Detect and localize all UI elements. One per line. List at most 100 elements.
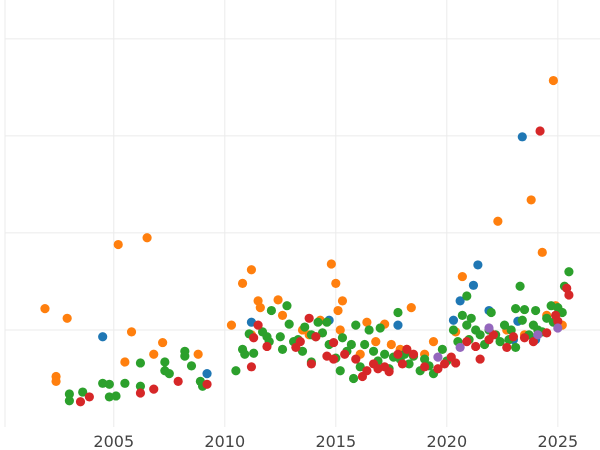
data-point-red-47 [553,316,563,326]
data-point-orange-0 [40,304,50,314]
data-point-green-51 [364,325,374,335]
data-point-orange-23 [331,278,341,288]
data-point-green-61 [404,359,414,369]
data-point-green-54 [375,323,385,333]
data-point-orange-31 [386,339,396,350]
data-point-orange-2 [51,376,61,386]
data-point-red-44 [535,126,545,136]
data-point-green-7 [120,378,130,388]
data-point-orange-8 [149,349,159,359]
data-point-blue-4 [393,320,403,330]
data-point-red-34 [451,358,461,368]
data-point-purple-1 [455,342,465,353]
data-point-green-88 [515,281,525,291]
data-point-green-90 [519,304,530,315]
data-point-blue-7 [468,280,479,290]
data-point-orange-22 [326,259,336,269]
data-point-orange-29 [371,337,381,347]
data-point-orange-43 [526,195,536,205]
data-point-green-89 [517,315,527,325]
data-point-orange-34 [406,303,416,313]
data-point-orange-13 [246,265,257,275]
data-point-green-49 [355,362,365,372]
data-point-red-9 [262,341,272,352]
data-point-green-29 [282,301,292,311]
data-point-green-44 [337,333,348,343]
data-point-purple-2 [484,323,494,333]
x-tick-label-2010: 2010 [204,432,245,450]
data-point-blue-1 [202,369,212,379]
data-point-green-20 [240,349,250,359]
data-point-red-8 [253,320,263,330]
data-point-green-38 [313,317,323,327]
data-point-green-8 [135,358,146,368]
data-point-orange-28 [362,317,372,327]
data-point-red-11 [295,337,305,347]
data-point-red-37 [475,354,485,364]
data-point-red-41 [508,332,519,342]
data-point-blue-0 [98,332,108,342]
data-point-green-73 [462,291,472,301]
data-point-green-2 [78,387,88,397]
data-point-green-47 [351,320,361,330]
x-tick-label-2020: 2020 [426,432,467,450]
data-point-red-7 [249,333,259,343]
data-point-red-21 [362,366,372,376]
data-point-green-71 [457,310,467,320]
x-axis: 2005 2010 2015 2020 2025 [93,432,578,450]
data-point-green-10 [160,357,170,367]
data-point-red-18 [340,349,350,359]
data-point-orange-25 [337,296,348,306]
data-point-blue-11 [517,132,527,142]
data-point-orange-10 [193,349,203,359]
data-point-red-4 [173,376,183,386]
data-point-red-16 [328,354,339,364]
data-point-red-49 [564,290,574,300]
data-point-green-72 [462,320,472,330]
data-point-red-36 [471,341,481,352]
data-point-red-28 [402,344,412,354]
data-point-orange-18 [277,310,288,320]
data-point-green-82 [495,337,505,347]
data-point-red-27 [397,359,408,369]
data-point-green-77 [475,330,485,340]
data-point-green-58 [393,307,403,318]
data-point-red-26 [393,349,403,359]
data-point-green-52 [368,346,379,356]
data-point-green-46 [346,339,356,350]
data-point-purple-4 [553,323,563,333]
data-point-green-30 [284,319,294,329]
data-point-green-5 [104,379,114,389]
data-point-orange-12 [237,278,248,288]
data-point-green-80 [486,307,496,318]
data-point-green-102 [564,267,574,277]
data-point-green-28 [277,344,288,354]
data-point-green-87 [511,304,521,314]
data-point-green-50 [360,339,370,350]
data-point-orange-6 [126,327,137,337]
data-point-orange-4 [113,239,123,250]
data-point-green-48 [348,373,359,384]
data-point-red-40 [502,342,512,353]
data-point-green-18 [231,366,241,376]
data-point-red-0 [75,397,86,407]
data-point-green-14 [180,351,190,361]
data-point-green-43 [335,366,345,376]
data-point-red-35 [462,337,472,347]
data-point-red-39 [488,330,499,340]
data-point-red-31 [433,364,443,374]
data-point-orange-3 [62,313,72,323]
data-point-green-27 [275,332,285,342]
data-point-red-13 [306,359,316,369]
data-point-orange-38 [457,271,467,282]
data-point-red-1 [84,392,94,402]
data-point-green-67 [437,344,447,354]
data-point-green-0 [64,389,74,399]
data-point-green-34 [300,322,310,332]
data-point-green-69 [448,325,459,335]
data-point-green-12 [164,369,174,379]
data-point-green-33 [297,346,308,356]
data-point-green-86 [511,342,521,353]
